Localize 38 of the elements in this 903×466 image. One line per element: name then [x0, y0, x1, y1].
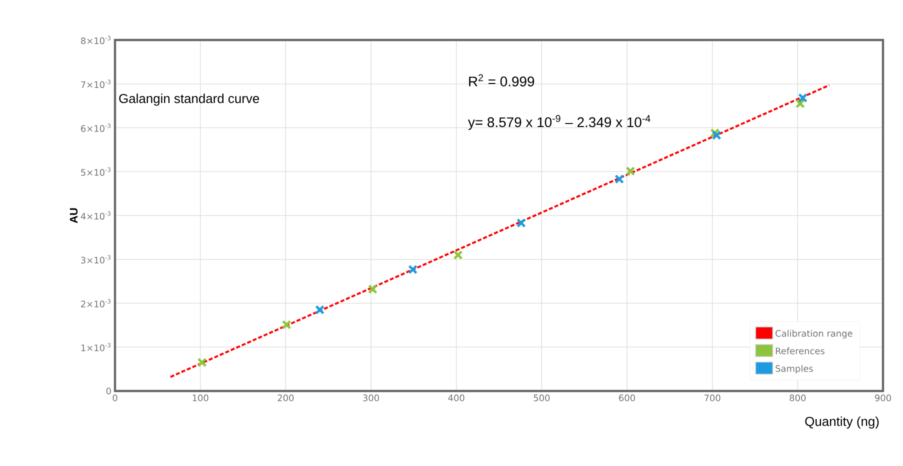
x-tick-label: 400 [448, 394, 464, 402]
point [197, 358, 207, 368]
x-tick-label: 800 [790, 394, 806, 402]
point [315, 305, 325, 315]
y-tick-label: 2×10$^{-3}$ [81, 299, 111, 308]
x-tick-label: 900 [875, 394, 891, 402]
x-tick-label: 700 [704, 394, 720, 402]
point [614, 174, 624, 184]
x-tick-label: 0 [112, 394, 118, 402]
x-tick-label: 300 [363, 394, 379, 402]
y-tick-label: 3×10$^{-3}$ [81, 255, 111, 264]
point [798, 93, 808, 103]
annotation: R$^{2}$ = 0.999 [469, 74, 534, 86]
x-axis-title: Quantity (ng) [805, 416, 879, 429]
y-tick-label: 4×10$^{-3}$ [80, 211, 111, 220]
legend-label: Samples [776, 364, 813, 374]
y-tick-label: 0 [106, 388, 111, 394]
legend-label: References [776, 347, 824, 354]
x-tick-label: 500 [534, 394, 550, 402]
point [795, 98, 805, 108]
point [516, 218, 526, 228]
legend-label: Calibration range [776, 330, 852, 339]
y-tick-label: 6×10$^{-3}$ [81, 124, 111, 132]
annotation: y= 8.579 x 10$^{-9}$ – 2.349 x 10$^{-4}$ [468, 115, 650, 130]
point [282, 320, 292, 330]
y-axis-title: AU [70, 208, 78, 224]
x-tick-label: 100 [192, 394, 208, 402]
y-tick-label: 8×10$^{-3}$ [81, 36, 111, 44]
annotation: Galangin standard curve [119, 94, 260, 106]
y-tick-label: 7×10$^{-3}$ [81, 80, 111, 88]
point [626, 166, 636, 176]
y-tick-label: 1×10$^{-3}$ [81, 342, 111, 352]
x-tick-label: 200 [278, 394, 294, 402]
x-tick-label: 600 [619, 394, 635, 402]
point [408, 264, 418, 274]
point [368, 284, 378, 294]
y-tick-label: 5×10$^{-3}$ [81, 167, 111, 176]
point [453, 250, 463, 260]
